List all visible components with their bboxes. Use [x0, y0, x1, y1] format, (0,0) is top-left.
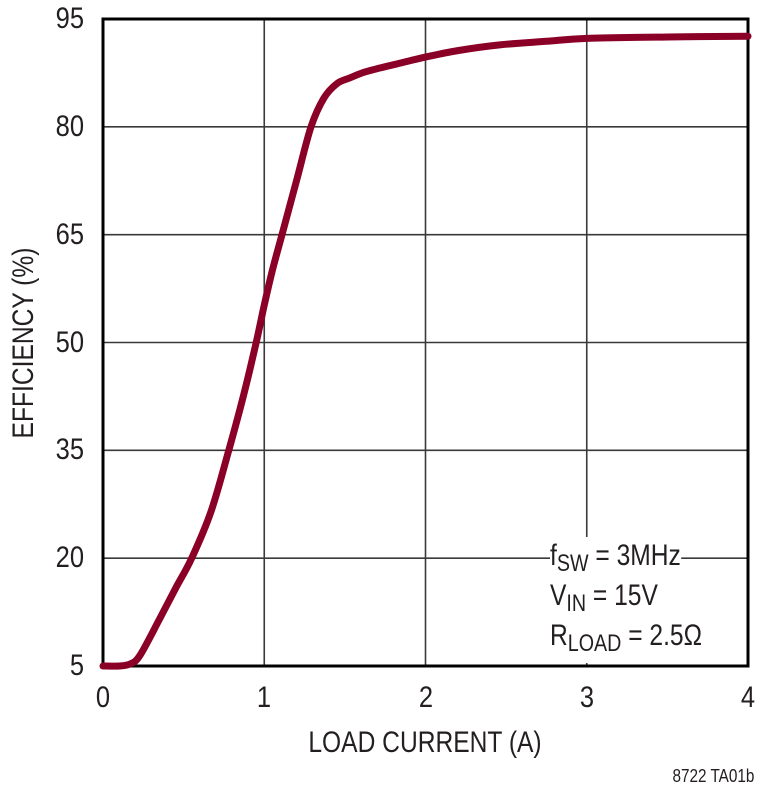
x-tick-label: 4 [740, 681, 756, 714]
x-tick-label: 2 [418, 681, 433, 714]
y-tick-label: 35 [55, 433, 84, 467]
x-tick-label: 0 [95, 681, 111, 714]
y-axis-title: EFFICIENCY (%) [7, 247, 40, 439]
figure-id: 8722 TA01b [672, 766, 754, 786]
y-tick-label: 20 [55, 541, 84, 575]
x-axis-title: LOAD CURRENT (A) [308, 726, 542, 759]
y-tick-label: 65 [55, 217, 84, 251]
y-tick-label: 80 [55, 109, 84, 143]
annotation-fsw: fSW = 3MHz [550, 537, 681, 583]
y-tick-label: 5 [69, 649, 84, 682]
x-tick-label: 3 [579, 681, 594, 714]
efficiency-curve [99, 32, 752, 670]
y-tick-label: 95 [55, 2, 84, 35]
annotation-vin: VIN = 15V [550, 577, 658, 623]
y-tick-label: 50 [55, 325, 84, 359]
x-tick-label: 1 [257, 681, 272, 714]
annotation-rload: RLOAD = 2.5Ω [550, 617, 702, 663]
grid-lines [103, 19, 748, 666]
plot-frame [101, 17, 750, 668]
